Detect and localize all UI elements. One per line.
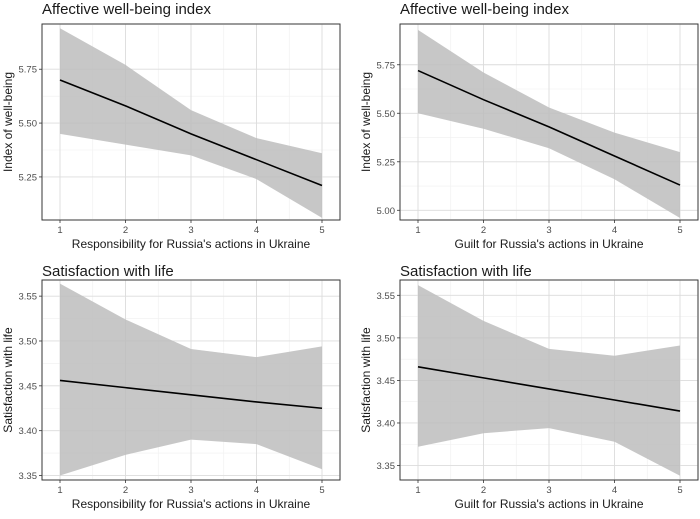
bottom-left-y-axis-label: Satisfaction with life [1, 327, 15, 433]
top-right-y-tick-label: 5.50 [377, 109, 396, 120]
bottom-left-x-tick-label: 5 [319, 485, 324, 496]
bottom-right-x-tick-label: 4 [612, 485, 617, 496]
bottom-left-x-axis-label: Responsibility for Russia's actions in U… [72, 497, 311, 511]
top-left-fit-line [59, 79, 323, 187]
bottom-left-confidence-band [60, 283, 322, 476]
top-right-x-tick-label: 5 [677, 225, 682, 236]
top-left-x-tick-label: 5 [319, 225, 324, 236]
top-left-y-tick-label: 5.25 [19, 172, 38, 183]
top-left-panel: 1 2 3 4 5 5.25 5.50 5.75 Affective well-being in… [1, 1, 341, 251]
top-right-x-tick-label: 1 [415, 225, 420, 236]
top-left-chart-title: Affective well-being index [42, 1, 211, 18]
bottom-left-panel: 1 2 3 4 5 3.35 3.40 3.45 3.50 3.55 Satisfaction wi… [1, 263, 341, 511]
bottom-left-x-tick-label: 3 [188, 485, 193, 496]
bottom-right-y-tick-label: 3.40 [377, 418, 396, 429]
top-left-confidence-band [60, 28, 322, 218]
bottom-left-y-tick-label: 3.55 [19, 292, 38, 303]
bottom-left-y-tick-label: 3.40 [19, 426, 38, 437]
top-left-y-tick-label: 5.50 [19, 119, 38, 130]
top-right-confidence-band [418, 29, 680, 219]
bottom-left-x-tick-label: 4 [254, 485, 259, 496]
bottom-right-y-axis-label: Satisfaction with life [359, 327, 373, 433]
top-left-y-axis-label: Index of well-being [1, 72, 15, 172]
top-left-x-tick-label: 4 [254, 225, 259, 236]
top-right-fit-line [417, 69, 681, 186]
bottom-right-chart-title: Satisfaction with life [400, 263, 532, 280]
bottom-left-y-tick-label: 3.50 [19, 336, 38, 347]
bottom-left-x-tick-label: 1 [57, 485, 62, 496]
bottom-right-x-tick-label: 2 [481, 485, 486, 496]
top-right-x-tick-label: 3 [546, 225, 551, 236]
top-left-x-tick-label: 1 [57, 225, 62, 236]
top-left-x-tick-label: 3 [188, 225, 193, 236]
bottom-left-chart-title: Satisfaction with life [42, 263, 174, 280]
top-right-x-axis-label: Guilt for Russia's actions in Ukraine [454, 237, 643, 251]
top-left-y-tick-label: 5.75 [19, 65, 38, 76]
bottom-right-x-tick-label: 1 [415, 485, 420, 496]
top-right-x-tick-label: 4 [612, 225, 617, 236]
bottom-left-fit-line [59, 379, 323, 410]
bottom-right-x-axis-label: Guilt for Russia's actions in Ukraine [454, 497, 643, 511]
top-right-panel: 1 2 3 4 5 5.00 5.25 5.50 5.75 Affective well-bein… [359, 1, 699, 251]
top-right-y-tick-label: 5.25 [377, 157, 396, 168]
top-left-x-tick-label: 2 [123, 225, 128, 236]
bottom-left-x-tick-label: 2 [123, 485, 128, 496]
top-right-y-tick-label: 5.00 [377, 206, 396, 217]
bottom-right-fit-line [417, 366, 681, 412]
top-right-chart-title: Affective well-being index [400, 1, 569, 18]
top-right-y-axis-label: Index of well-being [359, 72, 373, 172]
bottom-left-y-tick-label: 3.45 [19, 381, 38, 392]
top-right-x-tick-label: 2 [481, 225, 486, 236]
bottom-right-y-tick-label: 3.35 [377, 461, 396, 472]
bottom-right-panel: 1 2 3 4 5 3.35 3.40 3.45 3.50 3.55 Satisfaction wi… [359, 263, 699, 511]
bottom-right-y-tick-label: 3.50 [377, 333, 396, 344]
bottom-right-confidence-band [418, 285, 680, 476]
bottom-left-y-tick-label: 3.35 [19, 471, 38, 482]
bottom-right-y-tick-label: 3.45 [377, 376, 396, 387]
top-left-x-axis-label: Responsibility for Russia's actions in U… [72, 237, 311, 251]
bottom-right-y-tick-label: 3.55 [377, 291, 396, 302]
bottom-right-x-tick-label: 5 [677, 485, 682, 496]
bottom-right-x-tick-label: 3 [546, 485, 551, 496]
top-right-y-tick-label: 5.75 [377, 60, 396, 71]
